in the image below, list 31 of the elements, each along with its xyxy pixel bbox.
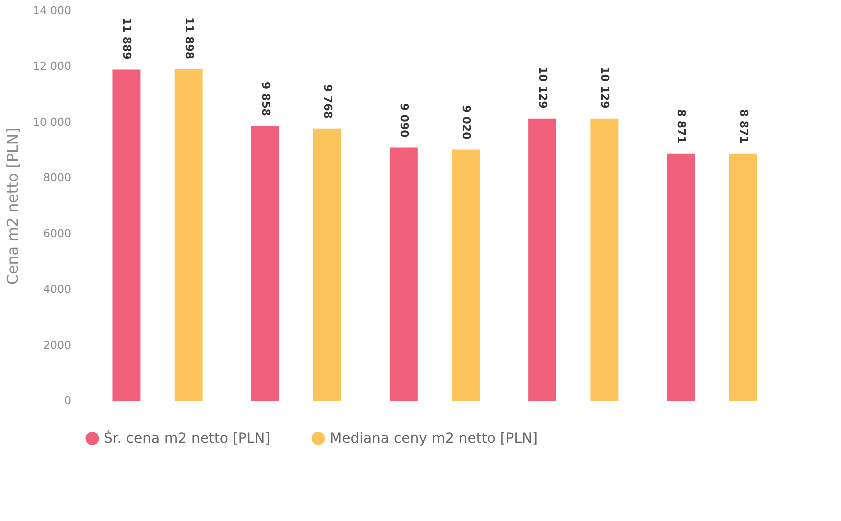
data-label: 11 889 [120, 18, 134, 60]
bar [390, 148, 418, 401]
data-label: 8 871 [737, 109, 750, 144]
data-label: 9 768 [321, 84, 334, 119]
data-label: 11 898 [182, 17, 196, 60]
bar [590, 118, 619, 401]
bar [174, 70, 203, 401]
data-label: 9 090 [398, 103, 411, 138]
data-label: 9 858 [259, 82, 272, 116]
data-label: 9 020 [460, 105, 474, 140]
bar [729, 154, 758, 401]
data-label: 10 129 [536, 66, 550, 109]
bar [313, 128, 342, 401]
y-tick-label: 2000 [44, 338, 72, 352]
bar [667, 154, 696, 401]
y-tick-label: 10 000 [33, 116, 72, 129]
y-tick-label: 12 000 [33, 60, 72, 74]
y-axis-title: Cena m2 netto [PLN] [4, 128, 22, 285]
y-tick-label: 8000 [44, 172, 72, 185]
bar [452, 150, 480, 401]
y-tick-label: 0 [64, 394, 72, 408]
bar [251, 126, 280, 401]
y-tick-label: 14 000 [33, 4, 72, 18]
data-label: 10 129 [598, 66, 612, 109]
y-tick-label: 6000 [44, 227, 72, 240]
bar [528, 118, 557, 401]
bar [112, 70, 141, 401]
legend-label: Mediana ceny m2 netto [PLN] [330, 430, 538, 447]
legend-label: Śr. cena m2 netto [PLN] [104, 430, 271, 447]
y-tick-label: 4000 [44, 283, 72, 296]
data-label: 8 871 [675, 109, 688, 144]
